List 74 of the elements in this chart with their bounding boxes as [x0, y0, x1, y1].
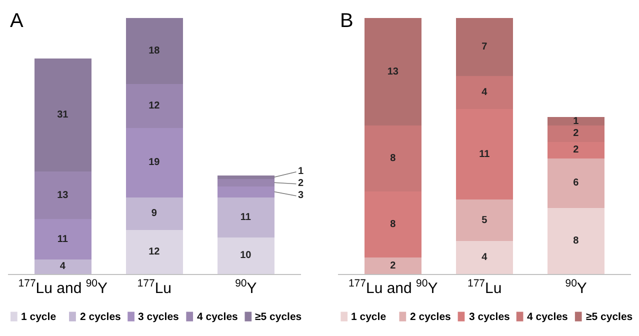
legend-label: 1 cycle	[21, 311, 56, 323]
bar	[456, 200, 513, 241]
bar	[34, 172, 92, 220]
bar	[34, 58, 92, 172]
data-label: 6	[573, 178, 580, 189]
x-tick-label: $^{90}$Y	[235, 278, 257, 297]
legend-label: 4 cycles	[527, 311, 568, 323]
data-label: 5	[482, 214, 488, 226]
bar	[364, 191, 422, 258]
bar	[364, 258, 422, 274]
data-label: 11	[479, 148, 490, 160]
data-label: 18	[148, 46, 160, 57]
bar	[34, 259, 92, 274]
bar	[548, 117, 604, 126]
bar	[218, 179, 274, 186]
bar	[364, 18, 422, 126]
bar	[126, 197, 183, 230]
legend-label: 3 cycles	[469, 311, 510, 323]
bar	[126, 128, 183, 198]
data-label: 4	[60, 261, 66, 272]
bar	[218, 197, 274, 238]
data-label: 12	[148, 100, 160, 112]
data-label: 4	[482, 252, 488, 263]
bar	[456, 18, 513, 76]
x-tick-label: $^{177}$Lu	[137, 278, 172, 297]
bar	[364, 125, 422, 192]
data-label: 11	[57, 234, 68, 245]
bar	[126, 230, 183, 274]
data-label: 9	[151, 208, 158, 220]
x-tick-label: $^{90}$Y	[565, 278, 587, 297]
data-label: 10	[240, 250, 252, 262]
legend-label: 1 cycle	[351, 311, 386, 323]
data-label: 11	[240, 212, 252, 223]
legend-label: 3 cycles	[138, 311, 180, 323]
data-label: 2	[390, 260, 396, 272]
data-label: 12	[148, 246, 160, 258]
legend-label: 4 cycles	[197, 311, 238, 323]
data-label: 2	[573, 128, 580, 140]
legend-label: ≥5 cycles	[586, 311, 633, 323]
data-label: 13	[387, 66, 399, 78]
bar	[218, 175, 274, 179]
data-label: 8	[573, 236, 580, 246]
chart-title: B	[340, 10, 354, 32]
data-label: 31	[57, 110, 69, 121]
data-label: 2	[298, 178, 304, 189]
bar	[548, 208, 604, 274]
x-tick-label: $^{177}$Lu and $^{90}$Y	[348, 278, 438, 297]
bar	[34, 219, 92, 260]
bar	[218, 186, 274, 198]
legend-label: 2 cycles	[80, 311, 122, 323]
bar	[218, 237, 274, 274]
bar	[126, 84, 183, 128]
data-label: 3	[298, 190, 304, 201]
bar	[548, 125, 604, 142]
data-label: 13	[57, 190, 69, 201]
data-label: 4	[482, 86, 488, 98]
bar	[456, 108, 513, 200]
bar	[126, 18, 183, 84]
data-label: 8	[390, 152, 396, 164]
bar	[456, 241, 513, 274]
data-label: 7	[482, 42, 488, 53]
legend-label: ≥5 cycles	[255, 311, 302, 323]
data-label: 2	[573, 144, 580, 156]
legend-label: 2 cycles	[410, 311, 452, 323]
bar	[548, 158, 604, 208]
bar	[456, 76, 513, 109]
chart-title: A	[10, 10, 24, 32]
bar	[548, 142, 604, 158]
data-label: 1	[573, 116, 580, 127]
data-label: 8	[390, 218, 396, 230]
data-label: 19	[148, 157, 160, 168]
x-tick-label: $^{177}$Lu	[467, 278, 502, 297]
data-label: 1	[298, 166, 304, 177]
x-tick-label: $^{177}$Lu and $^{90}$Y	[18, 278, 108, 297]
